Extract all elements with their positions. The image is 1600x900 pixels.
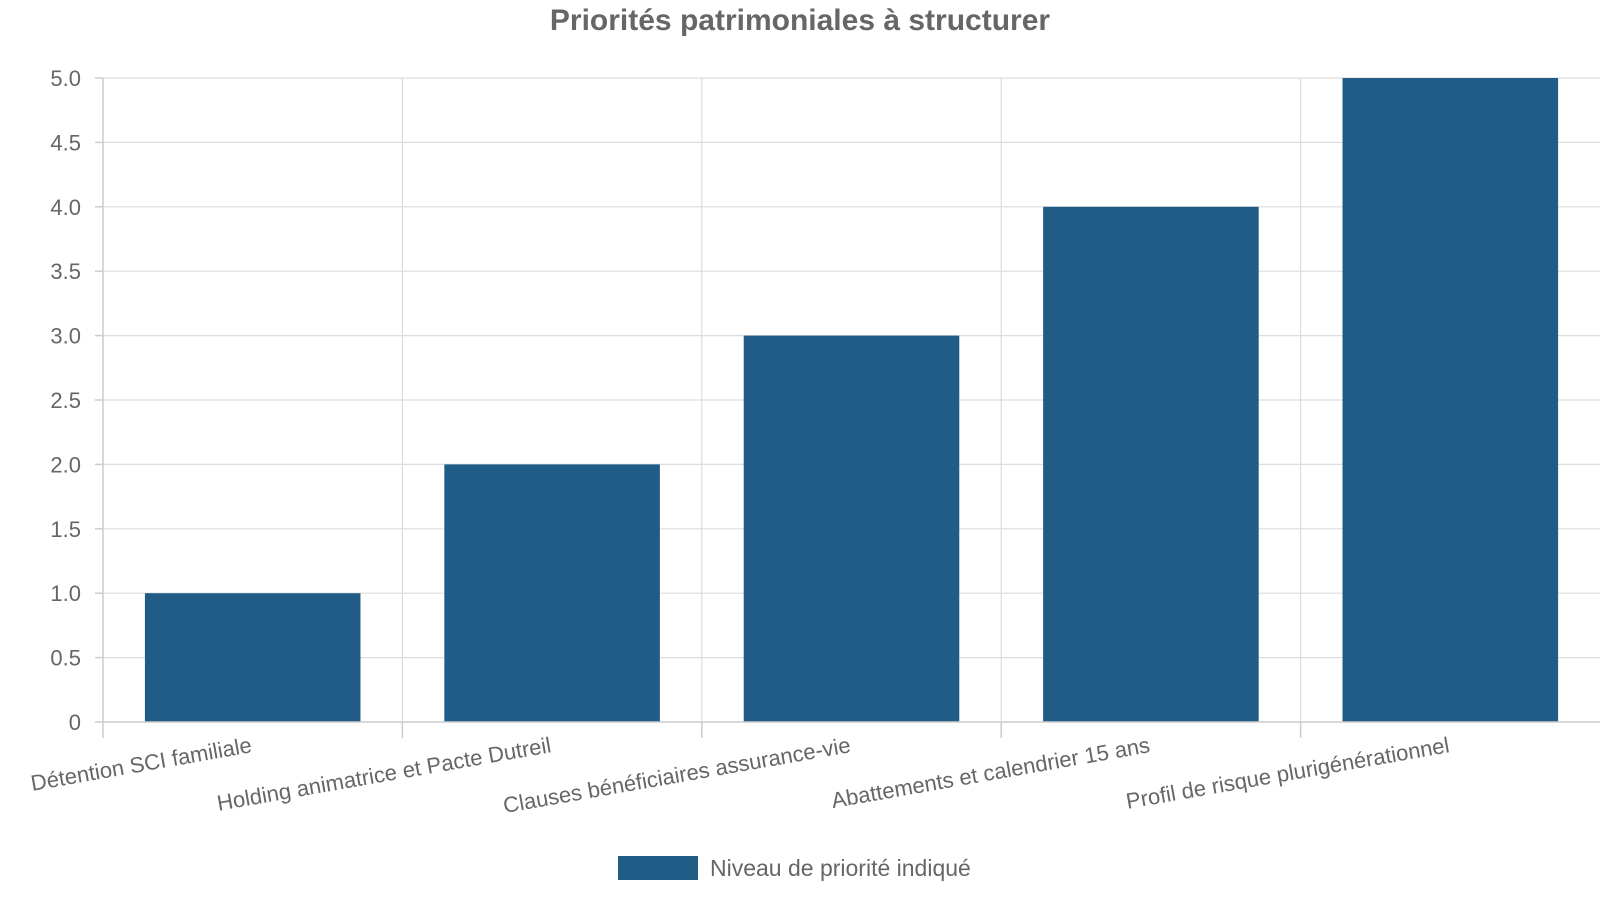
y-axis-tick-labels: 0 0.5 1.0 1.5 2.0 2.5 3.0 3.5 4.0 4.5 5.0 [50,66,81,735]
y-tick-label: 1.0 [50,581,81,606]
y-tick-label: 3.5 [50,259,81,284]
axes [95,77,1600,738]
bars [144,78,1559,723]
y-tick-label: 4.5 [50,130,81,155]
x-tick-label: Détention SCI familiale [29,732,254,795]
y-tick-label: 3.0 [50,324,81,349]
legend-label: Niveau de priorité indiqué [710,855,971,881]
y-tick-label: 4.0 [50,195,81,220]
x-tick-label: Abattements et calendrier 15 ans [829,732,1151,813]
bar [1043,206,1259,723]
x-tick-label: Clauses bénéficiaires assurance-vie [501,732,852,818]
legend-swatch [618,856,698,880]
y-tick-label: 2.5 [50,388,81,413]
y-tick-label: 2.0 [50,452,81,477]
y-tick-label: 0.5 [50,646,81,671]
bar [743,335,960,722]
bar [144,593,361,722]
bar [1342,78,1559,722]
bar [444,464,660,722]
y-tick-label: 0 [69,710,81,735]
x-tick-label: Profil de risque plurigénérationnel [1124,732,1451,814]
legend: Niveau de priorité indiqué [618,855,971,881]
chart-title: Priorités patrimoniales à structurer [550,4,1050,37]
y-tick-label: 5.0 [50,66,81,91]
y-tick-label: 1.5 [50,517,81,542]
